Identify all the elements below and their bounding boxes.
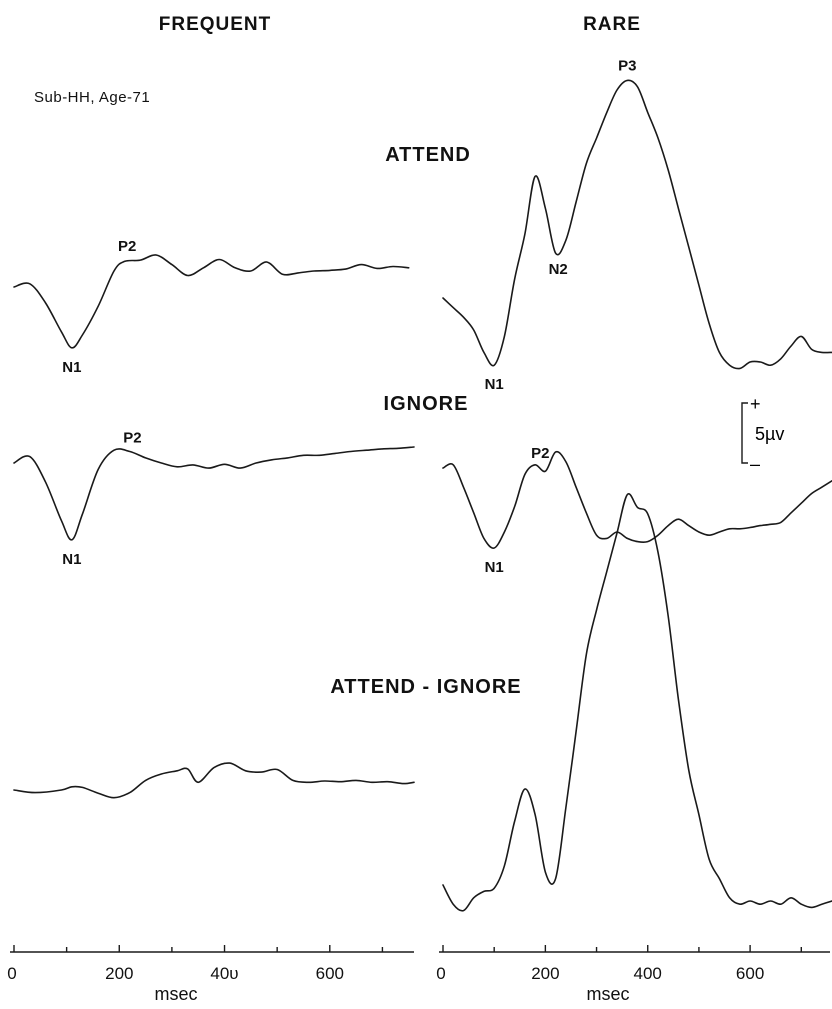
peak-label-p2-frequent-attend: P2 [118, 238, 136, 255]
condition-label-attend: ATTEND [385, 144, 471, 166]
x-tick-label-frequent-400: 40υ [210, 964, 238, 983]
x-tick-label-rare-200: 200 [531, 964, 559, 983]
peak-label-n1-rare-attend: N1 [485, 376, 504, 393]
peak-label-p2-rare-ignore: P2 [531, 445, 549, 462]
x-tick-label-rare-0: 0 [436, 964, 445, 983]
x-tick-label-rare-600: 600 [736, 964, 764, 983]
x-tick-label-frequent-0: 0 [7, 964, 16, 983]
column-title-rare: RARE [583, 14, 641, 35]
scale-bar-plus: + [750, 394, 761, 414]
column-title-frequent: FREQUENT [159, 14, 272, 35]
waveform-frequent-attend [13, 254, 410, 349]
peak-label-n1-rare-ignore: N1 [485, 559, 504, 576]
waveform-rare-attend [442, 79, 832, 370]
scale-bar-value: 5µv [755, 424, 784, 444]
x-tick-label-frequent-600: 600 [316, 964, 344, 983]
waveform-rare-attend-ignore [442, 492, 832, 912]
peak-label-p2-frequent-ignore: P2 [123, 430, 141, 447]
scale-bar-minus: – [750, 454, 760, 474]
x-tick-label-frequent-200: 200 [105, 964, 133, 983]
x-axis-label-frequent: msec [154, 984, 197, 1004]
waveform-rare-ignore [442, 450, 832, 549]
x-tick-label-rare-400: 400 [634, 964, 662, 983]
waveform-frequent-ignore [13, 446, 415, 541]
x-axis-label-rare: msec [586, 984, 629, 1004]
condition-label-attend-minus-ignore: ATTEND - IGNORE [330, 676, 521, 698]
peak-label-p3-rare-attend: P3 [618, 57, 636, 74]
peak-label-n1-frequent-attend: N1 [62, 359, 81, 376]
waveform-frequent-attend-ignore [13, 762, 415, 799]
subject-label: Sub-HH, Age-71 [34, 89, 150, 106]
scale-bar: + 5µv – [741, 394, 784, 474]
condition-label-ignore: IGNORE [384, 393, 469, 415]
peak-label-n1-frequent-ignore: N1 [62, 551, 81, 568]
peak-label-n2-rare-attend: N2 [549, 261, 568, 278]
